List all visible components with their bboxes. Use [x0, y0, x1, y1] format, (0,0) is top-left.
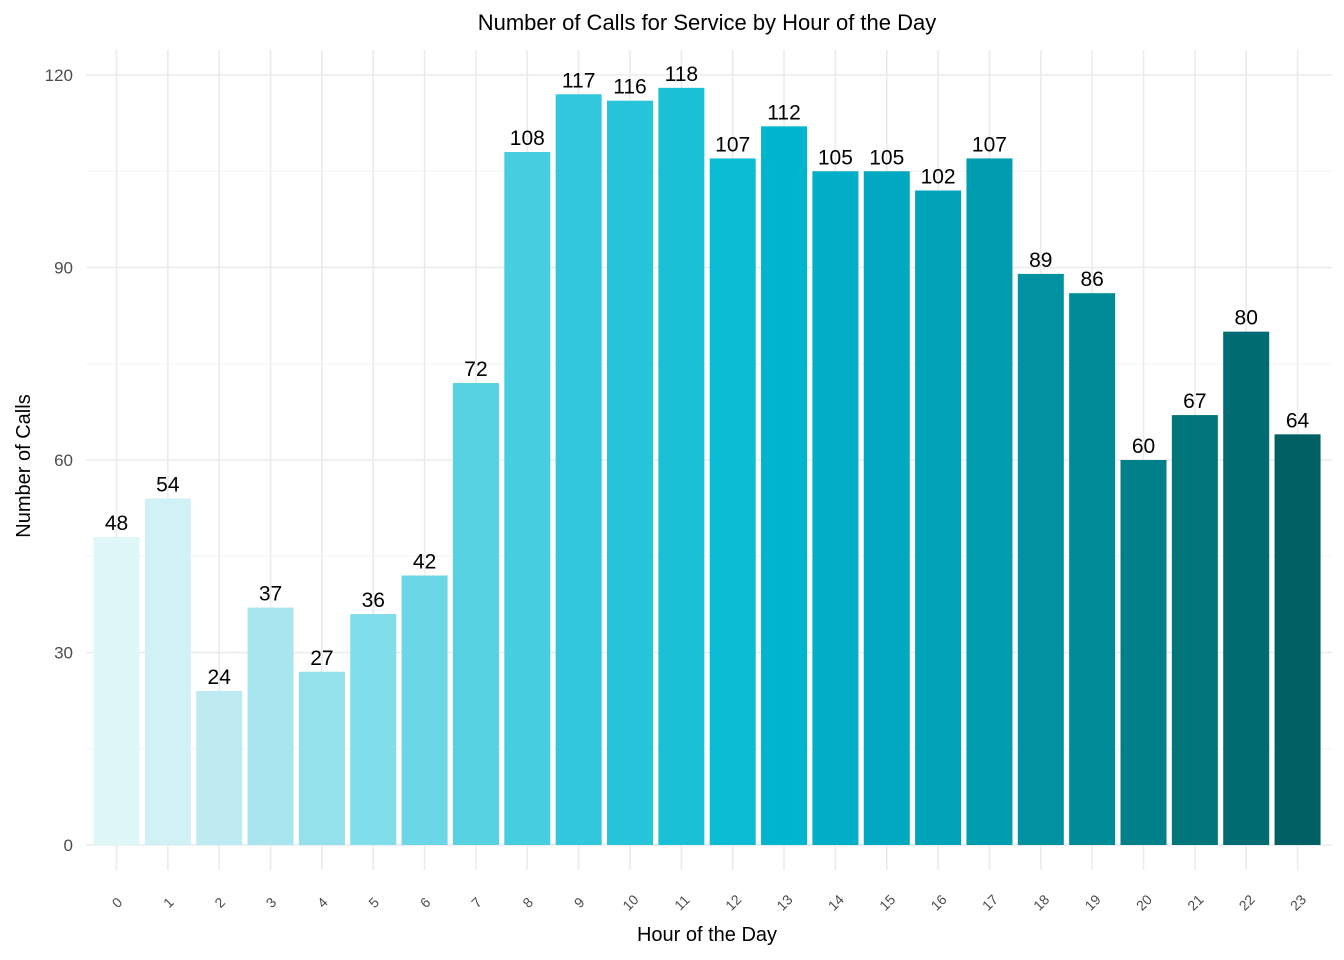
bar-hour-22	[1223, 331, 1270, 846]
data-label: 107	[715, 133, 750, 156]
y-axis-title: Number of Calls	[13, 394, 35, 537]
bar-hour-23	[1274, 434, 1321, 845]
y-tick-label: 120	[45, 66, 73, 85]
data-label: 112	[767, 101, 800, 124]
data-label: 102	[921, 166, 956, 189]
data-label: 60	[1132, 435, 1155, 458]
bar-hour-3	[247, 607, 294, 845]
bar-hour-15	[863, 171, 910, 845]
bar-hour-8	[504, 152, 551, 845]
data-label: 27	[310, 647, 333, 670]
data-label: 64	[1286, 409, 1310, 432]
x-tick-label: 2	[211, 894, 228, 911]
bar-hour-2	[196, 691, 243, 845]
data-label: 48	[105, 512, 128, 535]
x-tick-label: 14	[825, 891, 847, 913]
bar-hour-13	[761, 126, 808, 846]
bar-hour-20	[1120, 460, 1167, 845]
bar-hour-7	[452, 383, 499, 845]
data-label: 105	[818, 146, 853, 169]
x-tick-label: 5	[365, 894, 382, 911]
x-tick-label: 16	[927, 891, 949, 913]
bar-hour-11	[658, 87, 705, 846]
data-label: 54	[156, 474, 180, 497]
bar-hour-17	[966, 158, 1013, 845]
chart-title: Number of Calls for Service by Hour of t…	[478, 10, 937, 35]
bar-hour-12	[709, 158, 756, 845]
x-tick-label: 18	[1030, 891, 1052, 913]
bar-hour-4	[298, 671, 345, 845]
bar-hour-10	[607, 100, 653, 845]
bar-hour-9	[555, 94, 602, 845]
bar-hour-19	[1069, 293, 1116, 846]
x-tick-label: 3	[263, 894, 280, 911]
y-tick-label: 60	[54, 451, 73, 470]
data-label: 117	[562, 69, 595, 92]
bar-hour-0	[93, 537, 140, 845]
data-label: 107	[972, 133, 1007, 156]
data-label: 37	[259, 583, 282, 606]
bar-hour-21	[1171, 415, 1218, 845]
bar-hour-6	[401, 575, 448, 845]
x-tick-label: 11	[671, 892, 693, 914]
x-tick-label: 13	[773, 891, 795, 913]
x-tick-label: 7	[468, 894, 485, 911]
data-label: 105	[869, 146, 904, 169]
data-label: 36	[362, 589, 385, 612]
x-tick-label: 12	[722, 891, 744, 913]
x-tick-label: 6	[417, 894, 434, 911]
bar-hour-1	[144, 498, 191, 845]
data-label: 118	[665, 63, 698, 86]
x-tick-label: 0	[109, 894, 126, 911]
y-tick-label: 0	[64, 836, 73, 855]
x-tick-label: 23	[1287, 891, 1309, 913]
x-tick-label: 15	[876, 891, 898, 913]
bar-hour-16	[915, 190, 962, 845]
x-tick-label: 8	[519, 894, 536, 911]
x-tick-label: 19	[1081, 891, 1103, 913]
bar-hour-18	[1017, 273, 1064, 846]
data-label: 80	[1235, 307, 1258, 330]
data-label: 86	[1080, 268, 1103, 291]
x-tick-label: 10	[619, 891, 641, 913]
data-label: 67	[1183, 390, 1206, 413]
data-label: 24	[208, 666, 232, 689]
bars	[93, 87, 1321, 846]
bar-hour-5	[350, 614, 397, 845]
bar-hour-14	[812, 171, 859, 845]
data-label: 89	[1029, 249, 1052, 272]
x-tick-label: 22	[1235, 891, 1257, 913]
x-tick-label: 20	[1133, 891, 1155, 913]
data-label: 72	[464, 358, 487, 381]
data-labels: 48 54 24 37 27 36 42 72 108 117 116 118 107 112 105 105…	[105, 63, 1310, 689]
data-label: 42	[413, 551, 436, 574]
x-axis-title: Hour of the Day	[637, 924, 777, 946]
x-axis-ticks: 0 1 2 3 4 5 6 7 8 9 10 11 12 13 14 15 16 17 18 19 20 21 22 23	[109, 891, 1310, 913]
y-axis-ticks: 0 30 60 90 120	[45, 66, 73, 855]
y-tick-label: 30	[54, 644, 73, 663]
x-tick-label: 17	[979, 891, 1001, 913]
x-tick-label: 1	[160, 894, 177, 911]
y-tick-label: 90	[54, 259, 73, 278]
data-label: 116	[613, 76, 646, 99]
x-tick-label: 9	[571, 894, 588, 911]
x-tick-label: 4	[314, 894, 331, 911]
data-label: 108	[510, 127, 545, 150]
x-tick-label: 21	[1184, 891, 1206, 913]
